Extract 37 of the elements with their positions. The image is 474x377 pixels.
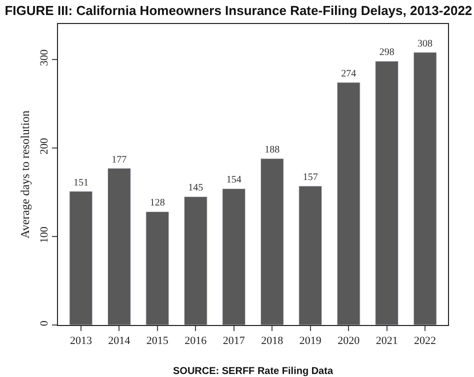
chart-title: FIGURE III: California Homeowners Insurance Rate-Filing Delays, 2013-2022 <box>4 2 472 18</box>
data-label: 128 <box>150 198 165 209</box>
x-tick-label: 2017 <box>222 335 246 348</box>
y-axis-title: Average days to resolution <box>18 110 32 239</box>
source-note: SOURCE: SERFF Rate Filing Data <box>173 366 334 377</box>
bar <box>69 191 93 325</box>
data-label: 177 <box>112 154 127 166</box>
bar <box>336 82 360 325</box>
data-label: 145 <box>188 182 204 194</box>
data-label: 308 <box>418 38 433 50</box>
data-label: 154 <box>226 174 242 186</box>
x-tick-label: 2020 <box>338 335 360 348</box>
data-label: 151 <box>73 177 88 188</box>
x-tick-label: 2022 <box>414 335 436 348</box>
bar <box>260 158 284 325</box>
x-tick-label: 2013 <box>70 335 92 348</box>
x-tick-label: 2019 <box>299 335 322 348</box>
x-tick-label: 2015 <box>146 335 169 348</box>
y-tick-label: 0 <box>38 320 51 326</box>
x-tick-label: 2014 <box>108 335 131 348</box>
bar <box>184 196 208 325</box>
bar <box>298 186 322 325</box>
y-tick-label: 300 <box>38 49 51 66</box>
data-label: 157 <box>302 172 318 184</box>
bar <box>107 168 131 325</box>
x-tick-label: 2021 <box>376 335 398 348</box>
data-label: 298 <box>379 47 394 58</box>
bar <box>413 52 437 325</box>
data-label: 274 <box>341 68 356 80</box>
x-tick-label: 2016 <box>184 335 208 348</box>
y-tick-label: 200 <box>38 138 51 155</box>
bar <box>375 60 399 325</box>
data-label: 188 <box>264 144 280 156</box>
bar <box>146 211 170 325</box>
x-tick-label: 2018 <box>261 335 284 348</box>
y-tick-label: 100 <box>38 226 51 244</box>
bar <box>222 188 246 325</box>
